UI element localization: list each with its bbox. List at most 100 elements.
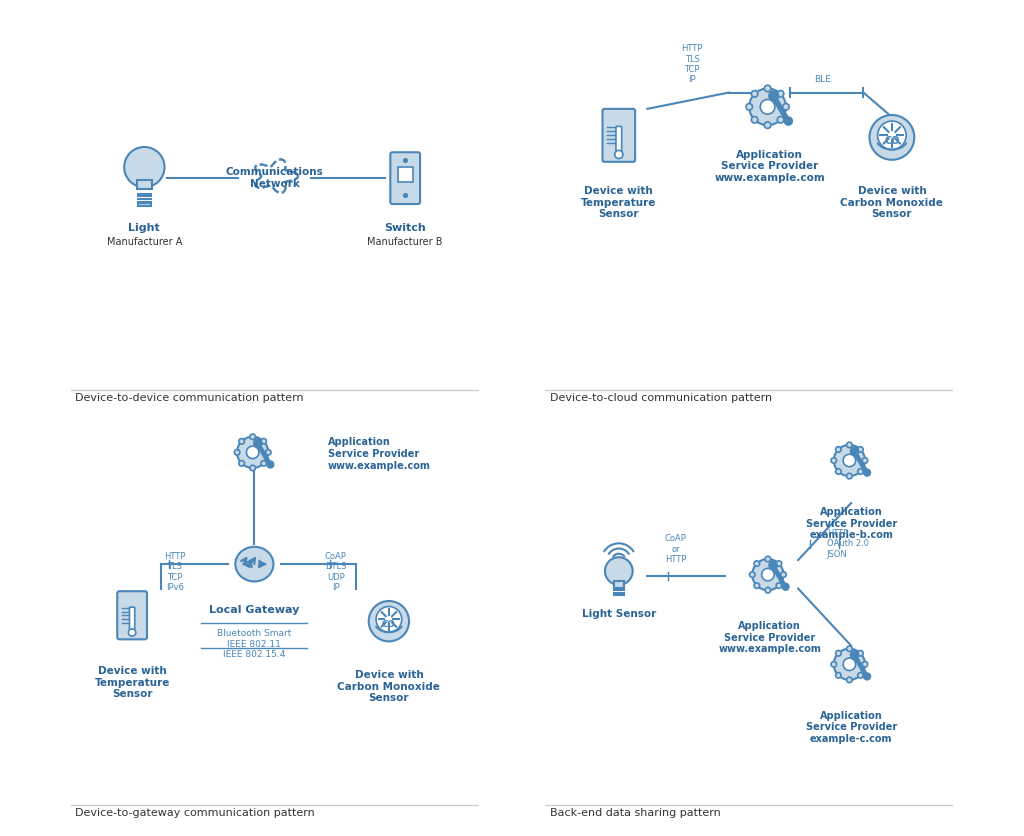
Circle shape xyxy=(780,572,786,578)
Circle shape xyxy=(760,99,775,115)
Circle shape xyxy=(376,606,401,632)
FancyBboxPatch shape xyxy=(117,591,147,640)
Text: HTTP
OAuth 2.0
JSON: HTTP OAuth 2.0 JSON xyxy=(826,529,868,558)
Circle shape xyxy=(782,104,790,110)
Circle shape xyxy=(128,629,136,636)
Circle shape xyxy=(847,646,852,651)
Circle shape xyxy=(831,661,837,667)
Circle shape xyxy=(776,583,781,589)
Circle shape xyxy=(776,561,781,566)
Text: Application
Service Provider
www.example.com: Application Service Provider www.example… xyxy=(714,150,825,183)
FancyBboxPatch shape xyxy=(398,167,413,181)
Circle shape xyxy=(250,161,275,187)
Circle shape xyxy=(777,90,783,97)
Text: Back-end data sharing pattern: Back-end data sharing pattern xyxy=(550,808,720,818)
Circle shape xyxy=(765,588,771,593)
Circle shape xyxy=(369,601,409,641)
Circle shape xyxy=(247,446,259,459)
Text: CoAP
or
HTTP: CoAP or HTTP xyxy=(665,534,687,564)
Circle shape xyxy=(239,439,245,444)
Circle shape xyxy=(234,450,240,455)
Circle shape xyxy=(754,561,760,566)
Circle shape xyxy=(784,117,793,125)
Polygon shape xyxy=(255,160,298,193)
Circle shape xyxy=(831,458,837,463)
Circle shape xyxy=(614,150,623,159)
Circle shape xyxy=(836,650,841,656)
Circle shape xyxy=(239,461,245,466)
Text: Device with
Carbon Monoxide
Sensor: Device with Carbon Monoxide Sensor xyxy=(841,186,943,220)
FancyBboxPatch shape xyxy=(129,607,135,635)
Circle shape xyxy=(745,104,753,110)
Text: Application
Service Provider
example-c.com: Application Service Provider example-c.c… xyxy=(806,711,897,744)
Text: Local Gateway: Local Gateway xyxy=(209,605,300,615)
Circle shape xyxy=(764,85,771,92)
Circle shape xyxy=(250,434,255,440)
Circle shape xyxy=(847,677,852,683)
Circle shape xyxy=(862,458,867,463)
Circle shape xyxy=(858,672,863,678)
Text: HTTP
TLS
TCP
IPv6: HTTP TLS TCP IPv6 xyxy=(164,552,185,592)
Text: Light: Light xyxy=(128,223,160,233)
Circle shape xyxy=(254,439,262,447)
Circle shape xyxy=(256,171,282,197)
Circle shape xyxy=(268,171,294,197)
Circle shape xyxy=(834,445,865,476)
Text: Manufacturer A: Manufacturer A xyxy=(106,237,182,247)
Circle shape xyxy=(261,461,266,466)
FancyBboxPatch shape xyxy=(613,581,624,588)
Circle shape xyxy=(863,673,870,680)
Circle shape xyxy=(750,572,755,578)
FancyBboxPatch shape xyxy=(390,152,420,204)
Circle shape xyxy=(847,442,852,448)
FancyBboxPatch shape xyxy=(616,126,622,156)
Circle shape xyxy=(836,672,841,678)
Text: Application
Service Provider
example-b.com: Application Service Provider example-b.c… xyxy=(806,507,897,540)
Circle shape xyxy=(869,115,914,160)
Circle shape xyxy=(256,158,293,195)
Text: BLE: BLE xyxy=(814,75,830,84)
Circle shape xyxy=(834,649,865,680)
Circle shape xyxy=(777,116,783,123)
Circle shape xyxy=(863,469,870,476)
Circle shape xyxy=(858,469,863,474)
Circle shape xyxy=(265,450,271,455)
Text: CoAP
DTLS
UDP
IP: CoAP DTLS UDP IP xyxy=(325,552,347,592)
Circle shape xyxy=(762,568,774,581)
Circle shape xyxy=(605,558,633,585)
Text: CO: CO xyxy=(884,136,900,146)
Text: Bluetooth Smart
IEEE 802.11
IEEE 802.15.4: Bluetooth Smart IEEE 802.11 IEEE 802.15.… xyxy=(217,630,292,659)
Text: Device with
Temperature
Sensor: Device with Temperature Sensor xyxy=(94,666,170,699)
Circle shape xyxy=(843,454,856,466)
Circle shape xyxy=(764,122,771,129)
Circle shape xyxy=(851,447,859,456)
Circle shape xyxy=(878,121,906,150)
Circle shape xyxy=(261,439,266,444)
Text: Communications
Network: Communications Network xyxy=(226,167,324,189)
FancyBboxPatch shape xyxy=(602,109,635,162)
Circle shape xyxy=(276,161,302,187)
Circle shape xyxy=(752,90,758,97)
Circle shape xyxy=(753,559,783,590)
Text: Device-to-cloud communication pattern: Device-to-cloud communication pattern xyxy=(550,393,772,403)
Ellipse shape xyxy=(236,547,273,582)
Circle shape xyxy=(238,436,268,468)
Text: Device-to-gateway communication pattern: Device-to-gateway communication pattern xyxy=(75,808,314,818)
Circle shape xyxy=(847,473,852,479)
Text: Device-to-device communication pattern: Device-to-device communication pattern xyxy=(75,393,304,403)
FancyBboxPatch shape xyxy=(138,202,151,206)
Circle shape xyxy=(836,469,841,474)
Text: Device with
Temperature
Sensor: Device with Temperature Sensor xyxy=(581,186,656,220)
Text: Manufacturer B: Manufacturer B xyxy=(368,237,443,247)
Text: Device with
Carbon Monoxide
Sensor: Device with Carbon Monoxide Sensor xyxy=(338,670,440,703)
Circle shape xyxy=(843,658,856,670)
Circle shape xyxy=(250,465,255,471)
Circle shape xyxy=(851,650,859,659)
Text: Application
Service Provider
www.example.com: Application Service Provider www.example… xyxy=(328,437,431,471)
Circle shape xyxy=(782,584,790,590)
Text: Application
Service Provider
www.example.com: Application Service Provider www.example… xyxy=(718,621,821,655)
Circle shape xyxy=(765,556,771,562)
Circle shape xyxy=(124,147,165,187)
Circle shape xyxy=(754,583,760,589)
Circle shape xyxy=(750,89,785,125)
